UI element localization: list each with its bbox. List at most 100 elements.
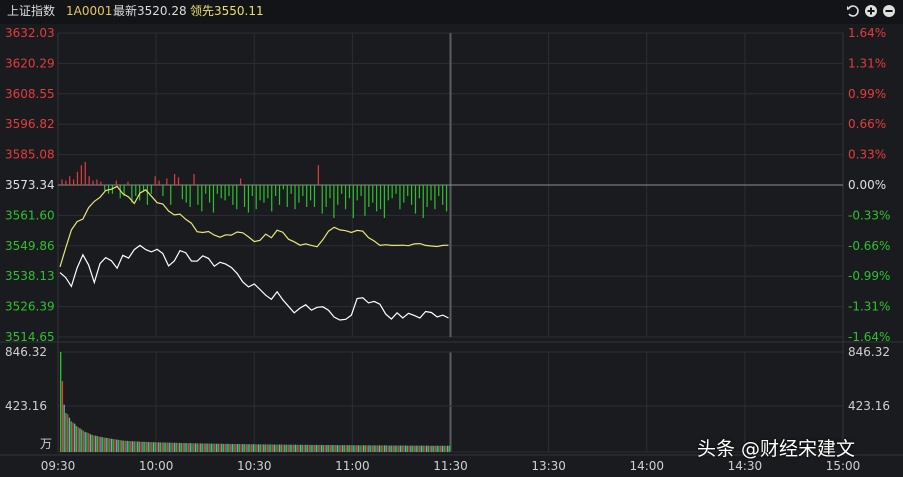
- volume-bar: [147, 441, 149, 452]
- volume-bar: [275, 444, 277, 452]
- volume-bar: [380, 445, 382, 452]
- volume-bar: [119, 440, 121, 452]
- volume-bar: [331, 445, 333, 452]
- volume-bar: [77, 427, 79, 452]
- volume-bar: [161, 442, 163, 452]
- y-tick-right: 1.31%: [848, 56, 886, 70]
- volume-bar: [144, 441, 146, 452]
- y-tick-left: 3585.08: [5, 148, 55, 162]
- volume-bar: [271, 444, 274, 452]
- index-name: 上证指数: [7, 4, 56, 18]
- volume-bar: [151, 442, 153, 452]
- volume-bar: [135, 441, 137, 452]
- x-tick-label: 11:30: [433, 459, 468, 473]
- volume-bar: [387, 445, 389, 452]
- volume-bar: [214, 443, 216, 452]
- volume-bar: [182, 443, 184, 452]
- volume-bar: [392, 445, 395, 452]
- volume-bar: [233, 443, 235, 452]
- volume-bar: [207, 443, 209, 452]
- volume-bar: [282, 444, 284, 452]
- volume-bar: [193, 443, 195, 452]
- volume-bar: [350, 445, 353, 452]
- volume-bar: [312, 444, 314, 452]
- volume-bar: [390, 445, 393, 452]
- volume-bar: [334, 445, 337, 452]
- volume-bar: [383, 445, 386, 452]
- volume-bar: [137, 441, 139, 452]
- volume-bar: [285, 444, 288, 452]
- volume-bar: [65, 413, 67, 452]
- volume-bar: [364, 445, 367, 452]
- volume-bar: [72, 422, 74, 452]
- volume-bar: [341, 445, 344, 452]
- volume-bar: [158, 442, 160, 452]
- volume-bar: [102, 437, 104, 452]
- volume-bar: [61, 381, 64, 452]
- volume-bar: [418, 445, 421, 452]
- volume-tick-left: 846.32: [5, 345, 47, 359]
- volume-bar: [201, 443, 204, 452]
- volume-bar: [173, 442, 176, 452]
- volume-bar: [411, 445, 414, 452]
- volume-bar: [145, 441, 148, 452]
- volume-bar: [142, 441, 144, 452]
- volume-bar: [420, 445, 423, 452]
- volume-bar: [257, 444, 260, 452]
- volume-bar: [333, 445, 335, 452]
- volume-bar: [355, 445, 358, 452]
- y-tick-right: -0.66%: [848, 239, 890, 253]
- y-tick-right: -0.33%: [848, 208, 890, 222]
- volume-bar: [448, 445, 451, 452]
- latest-price: 最新3520.28: [113, 4, 187, 18]
- y-tick-left: 3608.55: [5, 87, 55, 101]
- volume-bar: [95, 435, 97, 452]
- zoom-in-icon[interactable]: [864, 4, 878, 18]
- volume-bar: [427, 445, 430, 452]
- volume-bar: [327, 445, 330, 452]
- y-tick-left: 3596.82: [5, 117, 55, 131]
- volume-bar: [172, 442, 174, 452]
- volume-bar: [378, 445, 381, 452]
- volume-bar: [417, 445, 419, 452]
- volume-bar: [210, 443, 212, 452]
- volume-bar: [422, 445, 424, 452]
- volume-bar: [229, 443, 232, 452]
- volume-bar: [67, 414, 69, 452]
- volume-bar: [441, 445, 444, 452]
- volume-bar: [170, 442, 172, 452]
- volume-bar: [128, 441, 130, 452]
- volume-bar: [296, 444, 298, 452]
- volume-bar: [277, 444, 279, 452]
- y-tick-left: 3561.60: [5, 208, 55, 222]
- volume-bar: [280, 444, 282, 452]
- volume-tick-left: 423.16: [5, 399, 47, 413]
- volume-bar: [376, 445, 379, 452]
- zoom-out-icon[interactable]: [882, 4, 896, 18]
- volume-bar: [429, 445, 431, 452]
- volume-bar: [163, 442, 165, 452]
- volume-bar: [156, 442, 158, 452]
- volume-bar: [406, 445, 409, 452]
- volume-bar: [306, 444, 309, 452]
- volume-bar: [410, 445, 412, 452]
- volume-bar: [319, 444, 321, 452]
- volume-bar: [121, 440, 123, 452]
- undo-icon[interactable]: [846, 4, 860, 18]
- y-tick-left: 3526.39: [5, 300, 55, 314]
- y-tick-left: 3632.03: [5, 26, 55, 40]
- volume-bar: [369, 445, 372, 452]
- volume-bar: [284, 444, 286, 452]
- volume-bar: [366, 445, 368, 452]
- volume-bar: [399, 445, 402, 452]
- volume-bar: [256, 444, 258, 452]
- y-tick-right: -1.31%: [848, 300, 890, 314]
- index-code: 1A0001: [66, 4, 113, 18]
- volume-bar: [138, 441, 141, 452]
- volume-bar: [187, 443, 190, 452]
- volume-bar: [130, 441, 132, 452]
- volume-bar: [219, 443, 221, 452]
- y-tick-right: 0.00%: [848, 178, 886, 192]
- volume-bar: [235, 443, 237, 452]
